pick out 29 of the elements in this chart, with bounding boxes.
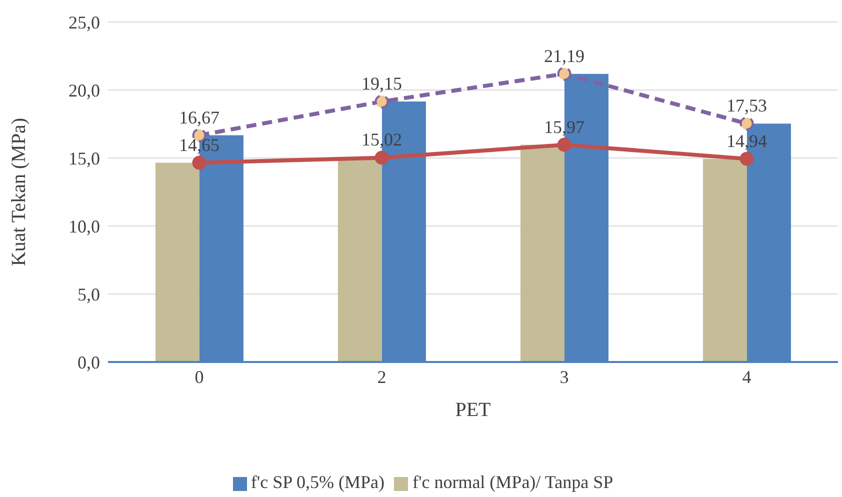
y-tick-label: 0,0 — [78, 352, 100, 372]
data-label: 21,19 — [544, 46, 584, 66]
legend-label: f'c SP 0,5% (MPa) — [250, 472, 384, 492]
x-axis-title: PET — [455, 399, 491, 422]
point — [557, 138, 572, 152]
y-tick-label: 20,0 — [68, 80, 100, 100]
y-tick-label: 25,0 — [68, 12, 100, 32]
x-tick-label: 3 — [560, 366, 569, 387]
data-label: 19,15 — [362, 74, 402, 94]
bar — [702, 158, 747, 362]
x-tick-label: 0 — [194, 366, 204, 387]
point — [557, 66, 572, 81]
y-tick-label: 10,0 — [68, 216, 100, 236]
bar — [520, 144, 564, 362]
y-tick-label: 15,0 — [68, 148, 100, 168]
point — [374, 150, 389, 165]
point — [740, 152, 754, 166]
x-tick-label: 4 — [742, 366, 752, 387]
point — [740, 116, 754, 131]
bar — [155, 162, 200, 362]
y-axis-title: Kuat Tekan (MPa) — [8, 118, 30, 266]
y-tick-label: 5,0 — [78, 284, 100, 304]
bar — [338, 158, 382, 362]
legend-label: f'c normal (MPa)/ Tanpa SP — [412, 472, 614, 492]
point — [374, 94, 389, 109]
point — [192, 156, 206, 170]
data-label: 17,53 — [726, 96, 767, 116]
x-tick-label: 2 — [377, 366, 386, 387]
data-label: 16,67 — [179, 107, 220, 128]
